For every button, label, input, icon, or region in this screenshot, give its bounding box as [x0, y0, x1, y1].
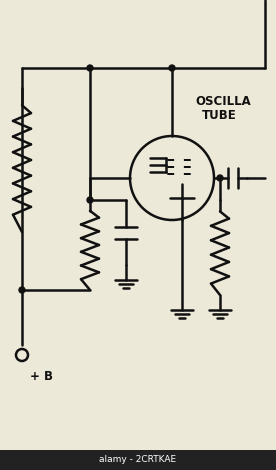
Bar	[0, 450, 276, 470]
Text: OSCILLA: OSCILLA	[195, 95, 251, 108]
Circle shape	[87, 65, 93, 71]
Circle shape	[169, 65, 175, 71]
Text: TUBE: TUBE	[202, 109, 237, 122]
Circle shape	[217, 175, 223, 181]
Text: alamy - 2CRTKAE: alamy - 2CRTKAE	[99, 455, 177, 464]
Text: + B: + B	[30, 370, 53, 383]
Circle shape	[19, 287, 25, 293]
Circle shape	[87, 197, 93, 203]
